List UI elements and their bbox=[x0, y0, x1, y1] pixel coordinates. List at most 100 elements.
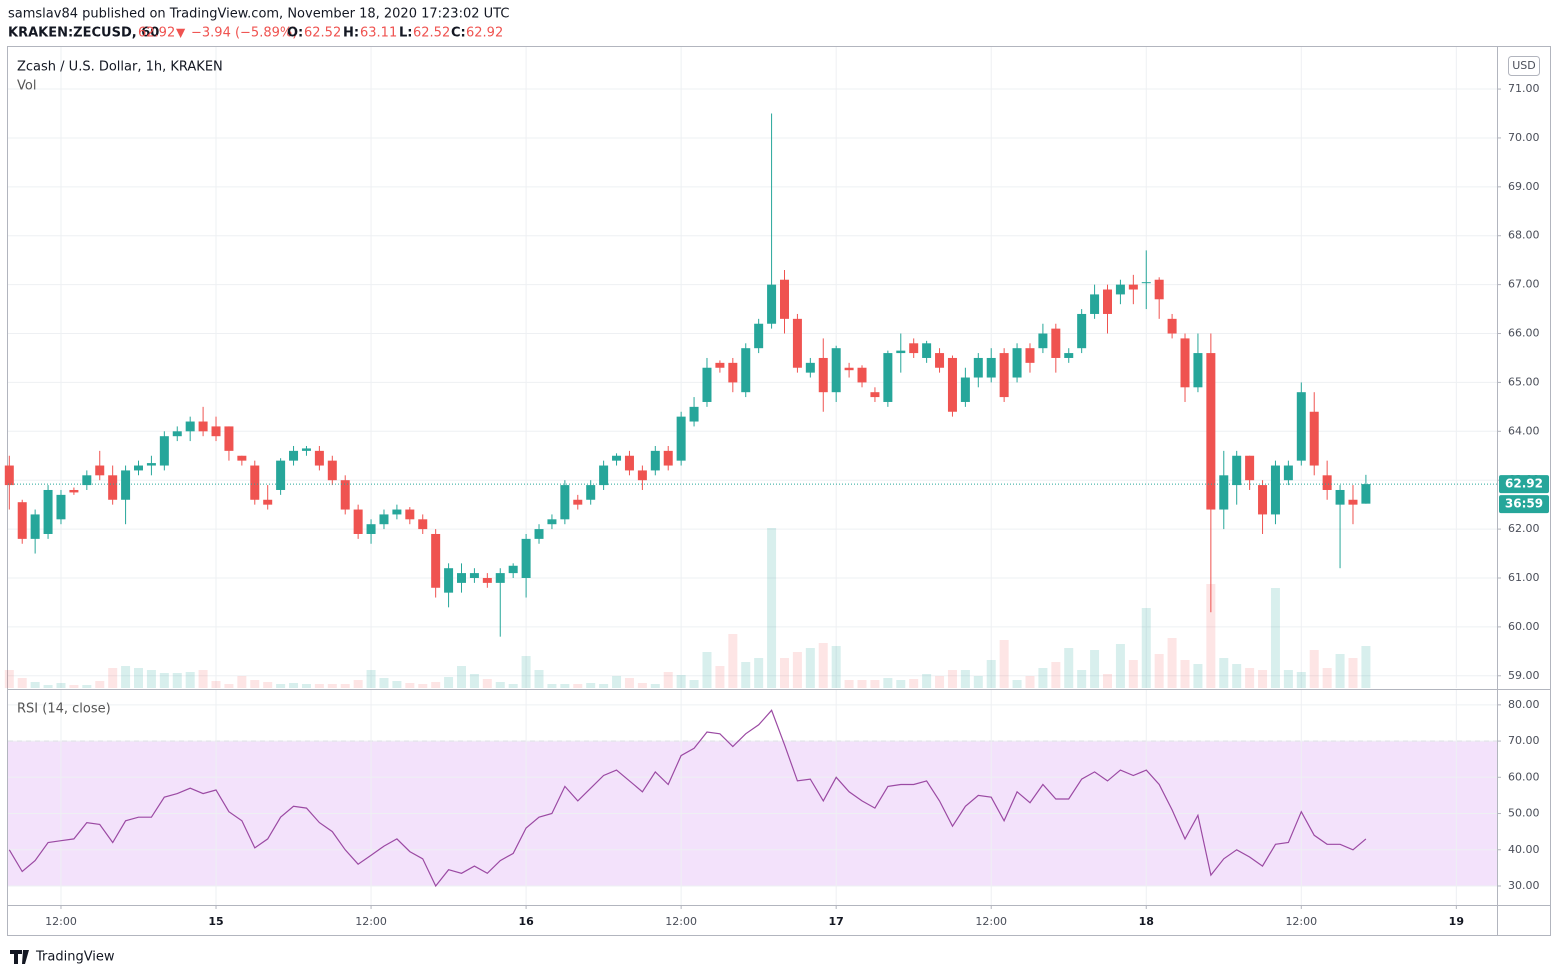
volume-bar bbox=[289, 683, 299, 688]
volume-bar bbox=[1115, 644, 1125, 688]
candle-body bbox=[1335, 489, 1345, 505]
candle-body bbox=[1141, 282, 1151, 284]
y-tick-label: 67.00 bbox=[1508, 278, 1540, 291]
volume-bar bbox=[805, 648, 815, 688]
volume-bar bbox=[314, 684, 324, 688]
candle-body bbox=[392, 509, 402, 515]
y-tick-label: 71.00 bbox=[1508, 82, 1540, 95]
candle-body bbox=[289, 450, 299, 461]
symbol: KRAKEN:ZECUSD, 60 bbox=[8, 26, 159, 41]
volume-bar bbox=[1219, 658, 1229, 688]
candle-body bbox=[805, 362, 815, 373]
h: 63.11 bbox=[360, 26, 397, 41]
volume-bar bbox=[1090, 650, 1100, 688]
candle-body bbox=[896, 350, 906, 354]
y-tick-label: 60.00 bbox=[1508, 620, 1540, 633]
volume-bar bbox=[250, 680, 260, 688]
candle-body bbox=[301, 448, 311, 451]
candle-body bbox=[1128, 284, 1138, 290]
candle-body bbox=[1361, 484, 1371, 504]
candle-body bbox=[276, 460, 286, 490]
volume-bar bbox=[1141, 608, 1151, 688]
candle-body bbox=[1309, 411, 1319, 466]
volume-bar bbox=[405, 683, 415, 688]
rsi-y-tick-label: 60.00 bbox=[1508, 770, 1540, 783]
volume-bar bbox=[1309, 650, 1319, 688]
candle-body bbox=[1322, 475, 1332, 490]
volume-bar bbox=[702, 652, 712, 688]
volume-bar bbox=[624, 678, 634, 688]
volume-bar bbox=[883, 678, 893, 688]
volume-bar bbox=[1167, 638, 1177, 688]
candle-body bbox=[457, 573, 466, 583]
volume-bar bbox=[844, 680, 854, 688]
candle-body bbox=[30, 514, 40, 539]
candle-body bbox=[444, 568, 454, 593]
legend-rsi: RSI (14, close) bbox=[17, 702, 111, 717]
candle-body bbox=[379, 514, 389, 525]
x-tick-label: 19 bbox=[1449, 915, 1464, 928]
y-tick-label: 68.00 bbox=[1508, 229, 1540, 242]
candle-body bbox=[495, 573, 505, 583]
volume-bar bbox=[831, 646, 841, 688]
candle-body bbox=[1180, 338, 1190, 388]
y-tick-label: 65.00 bbox=[1508, 375, 1540, 388]
candle-body bbox=[1245, 455, 1255, 481]
volume-bar bbox=[586, 683, 596, 688]
candle-body bbox=[1296, 392, 1306, 461]
candle-body bbox=[780, 279, 789, 319]
candle-body bbox=[431, 533, 441, 588]
volume-bar bbox=[999, 640, 1009, 688]
rsi-y-tick-label: 70.00 bbox=[1508, 734, 1540, 747]
brand: TradingView bbox=[35, 950, 115, 965]
volume-bar bbox=[17, 678, 27, 688]
candle-body bbox=[172, 431, 182, 437]
candle-body bbox=[108, 475, 118, 500]
y-tick-label: 66.00 bbox=[1508, 327, 1540, 340]
volume-bar bbox=[211, 681, 221, 688]
candle-body bbox=[637, 470, 647, 481]
volume-bar bbox=[663, 672, 673, 688]
volume-bar bbox=[612, 676, 622, 688]
candle-body bbox=[211, 426, 221, 437]
y-tick-label: 70.00 bbox=[1508, 131, 1540, 144]
volume-bar bbox=[637, 683, 647, 688]
y-tick-label: 59.00 bbox=[1508, 669, 1540, 682]
volume-bar bbox=[172, 673, 182, 688]
volume-bar bbox=[392, 681, 402, 688]
volume-bar bbox=[1193, 664, 1203, 688]
y-tick-label: 62.00 bbox=[1508, 522, 1540, 535]
candle-body bbox=[1154, 279, 1164, 300]
arrow: ▼ bbox=[176, 26, 186, 40]
x-tick-label: 12:00 bbox=[975, 915, 1007, 928]
candle-body bbox=[1270, 465, 1280, 515]
symbol-line: KRAKEN:ZECUSD, 60 62.92 ▼ −3.94 (−5.89%)… bbox=[8, 26, 503, 41]
volume-bar bbox=[754, 658, 764, 688]
volume-bar bbox=[1051, 662, 1061, 688]
volume-bar bbox=[263, 682, 273, 688]
volume-bar bbox=[69, 685, 79, 688]
volume-bar bbox=[1103, 674, 1112, 688]
candle-body bbox=[17, 502, 27, 539]
candle-body bbox=[1193, 353, 1203, 388]
currency-box[interactable] bbox=[1508, 56, 1540, 76]
candle-body bbox=[1348, 499, 1358, 505]
candle-body bbox=[560, 485, 570, 520]
volume-bar bbox=[457, 666, 466, 688]
candle-body bbox=[418, 519, 428, 530]
l-label: L: bbox=[399, 26, 412, 41]
volume-bar bbox=[715, 666, 725, 688]
volume-bar bbox=[599, 684, 609, 688]
candle-body bbox=[69, 489, 79, 493]
candle-body bbox=[599, 465, 609, 486]
volume-bar bbox=[444, 677, 454, 688]
candle-body bbox=[624, 455, 634, 471]
volume-bar bbox=[146, 670, 156, 688]
candle-body bbox=[702, 367, 712, 402]
volume-bar bbox=[327, 684, 337, 688]
volume-bar bbox=[508, 684, 518, 688]
candle-body bbox=[573, 499, 583, 505]
candle-body bbox=[676, 416, 686, 461]
volume-bar bbox=[301, 684, 311, 688]
volume-bar bbox=[276, 684, 286, 688]
